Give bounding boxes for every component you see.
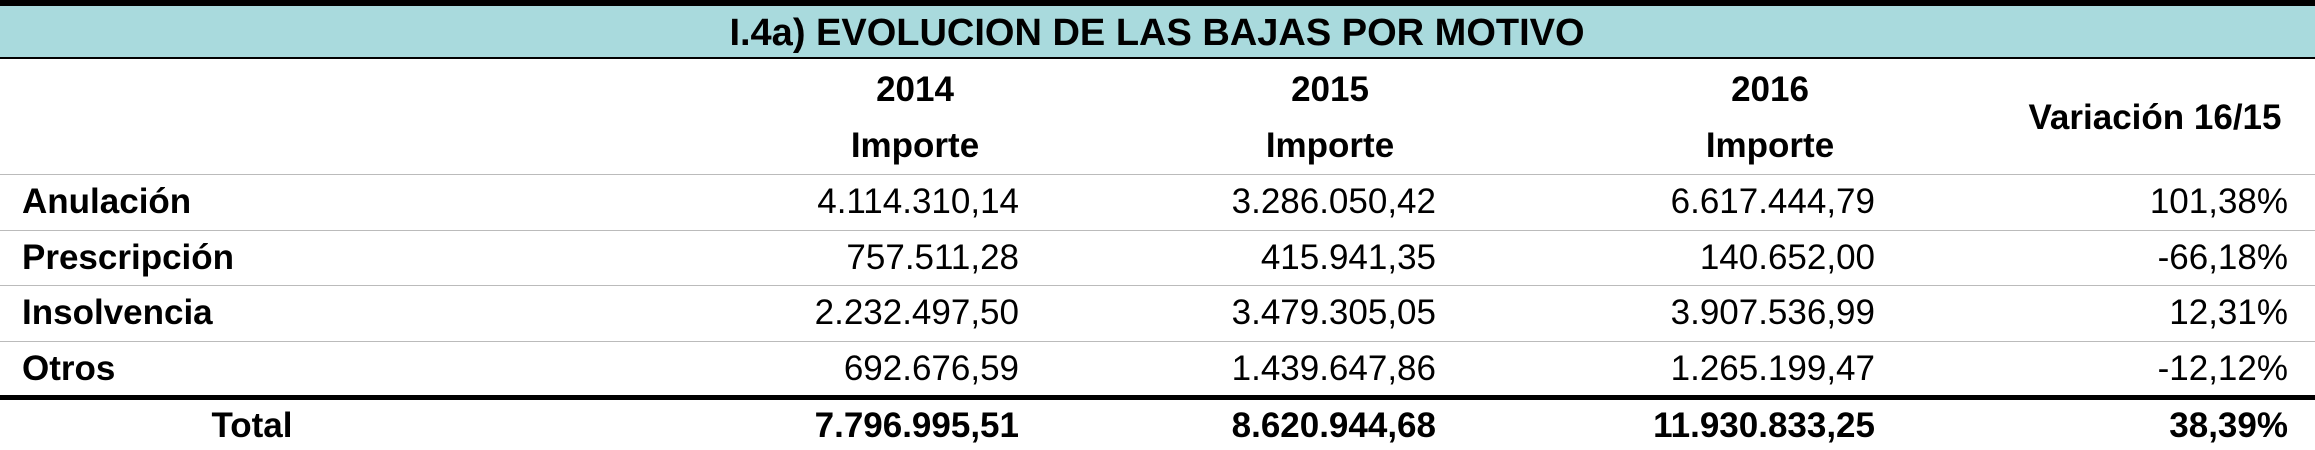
row-label: Insolvencia [22,293,213,332]
row-label: Otros [22,348,116,388]
cell-value: 140.652,00 [1699,237,1875,277]
total-value: 11.930.833,25 [1653,406,1875,445]
cell-value: 2.232.497,50 [814,293,1019,332]
total-rule [0,395,2315,400]
cell-value: 1.265.199,47 [1670,348,1875,388]
cell-value: 6.617.444,79 [1670,182,1875,221]
row-rule [0,340,2315,342]
cell-value: 1.439.647,86 [1231,348,1436,388]
subheader: Importe [850,126,980,165]
row-rule [0,229,2315,231]
year-header: 2015 [1291,70,1369,109]
cell-value: 3.286.050,42 [1231,182,1436,221]
cell-value: 4.114.310,14 [817,182,1019,221]
cell-value: 12,31% [2169,293,2288,332]
total-value: 8.620.944,68 [1231,406,1436,445]
year-header: 2016 [1731,70,1809,109]
cell-value: -12,12% [2157,348,2288,388]
table-title: I.4a) EVOLUCION DE LAS BAJAS POR MOTIVO [729,12,1585,54]
cell-value: -66,18% [2157,237,2288,277]
variation-header: Variación 16/15 [2028,98,2282,137]
row-label: Prescripción [22,237,235,277]
subheader: Importe [1705,126,1835,165]
cell-value: 101,38% [2149,182,2288,221]
total-value: 7.796.995,51 [814,406,1019,445]
top-rule [0,0,2315,6]
year-header: 2014 [876,70,954,109]
row-rule [0,285,2315,286]
cell-value: 415.941,35 [1260,237,1436,277]
cell-value: 757.511,28 [846,237,1019,277]
title-band [0,6,2315,59]
cell-value: 3.479.305,05 [1231,293,1436,332]
cell-value: 692.676,59 [843,348,1019,388]
subheader: Importe [1265,126,1395,165]
total-value: 38,39% [2169,406,2288,445]
row-label: Anulación [22,182,192,221]
total-label: Total [211,406,293,445]
cell-value: 3.907.536,99 [1670,293,1875,332]
row-rule [0,174,2315,175]
